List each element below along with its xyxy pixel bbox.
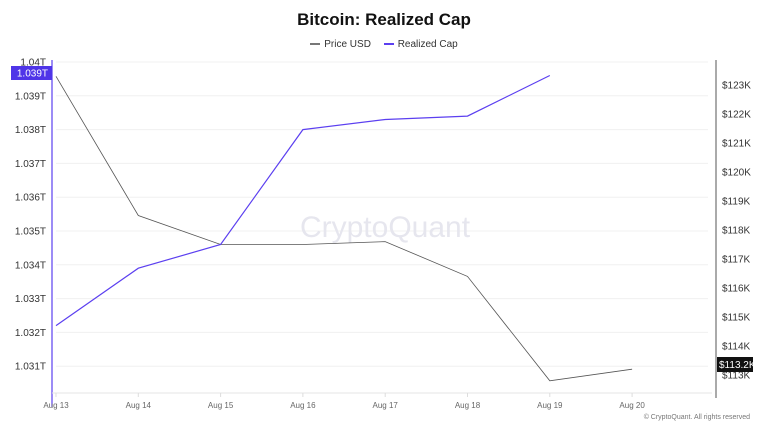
legend-item-realized-cap[interactable]: Realized Cap — [383, 38, 458, 50]
left-axis-tick: 1.034T — [15, 260, 46, 271]
right-value-badge-text: $113.2K — [719, 360, 756, 371]
right-axis-tick: $120K — [722, 168, 751, 179]
chart-title: Bitcoin: Realized Cap — [297, 10, 471, 29]
x-axis-tick: Aug 18 — [455, 401, 481, 410]
legend-label-price: Price USD — [324, 38, 371, 50]
right-axis-tick: $116K — [722, 284, 751, 295]
x-axis-tick: Aug 14 — [126, 401, 152, 410]
right-y-axis: $123K $122K $121K $120K $119K $118K $117K $116K… — [715, 60, 751, 398]
x-axis-tick: Aug 20 — [619, 401, 645, 410]
right-axis-tick: $119K — [722, 197, 751, 208]
right-axis-tick: $123K — [722, 81, 751, 92]
grid-lines — [56, 61, 708, 367]
x-axis-tick: Aug 16 — [290, 401, 316, 410]
left-value-badge — [11, 66, 52, 80]
x-axis-tick: Aug 17 — [373, 401, 399, 410]
left-axis-tick: 1.032T — [15, 328, 46, 339]
axis-badges: 1.039T $113.2K — [11, 66, 756, 372]
copyright-footer: © CryptoQuant. All rights reserved — [643, 414, 750, 421]
left-axis-tick: 1.035T — [15, 227, 46, 238]
left-y-axis: 1.04T1.039T1.038T1.037T1.036T1.035T1.034… — [15, 58, 53, 407]
left-axis-tick: 1.031T — [15, 362, 46, 373]
left-axis-tick: 1.04T — [20, 58, 46, 69]
realized-cap-line[interactable] — [55, 74, 551, 327]
left-axis-tick: 1.038T — [15, 125, 46, 136]
x-axis-tick: Aug 13 — [43, 401, 69, 410]
legend-swatch-price — [310, 43, 321, 45]
legend-item-price[interactable]: Price USD — [310, 39, 371, 50]
x-axis: Aug 13 Aug 14 Aug 15 Aug 16 Aug 17 Aug 18 Aug … — [43, 392, 712, 410]
right-axis-tick: $113K — [722, 371, 751, 382]
legend-label-realized-cap: Realized Cap — [397, 38, 458, 50]
left-axis-tick: 1.039T — [15, 91, 46, 102]
left-axis-tick: 1.037T — [15, 159, 46, 170]
right-axis-tick: $114K — [722, 342, 751, 353]
price-usd-line[interactable] — [55, 76, 633, 382]
x-axis-tick: Aug 19 — [537, 401, 563, 410]
left-axis-tick: 1.036T — [15, 193, 46, 204]
left-value-badge-text: 1.039T — [17, 69, 48, 80]
legend-swatch-realized-cap — [383, 43, 394, 45]
right-axis-tick: $122K — [722, 110, 751, 121]
right-axis-tick: $117K — [722, 255, 751, 266]
chart-legend: Price USD Realized Cap — [0, 37, 768, 50]
left-axis-tick: 1.033T — [15, 294, 46, 305]
right-axis-tick: $121K — [722, 139, 751, 150]
right-axis-tick: $118K — [722, 226, 751, 237]
right-value-badge — [717, 357, 753, 372]
x-axis-tick: Aug 15 — [208, 401, 234, 410]
right-axis-tick: $115K — [722, 313, 751, 324]
watermark: CryptoQuant — [300, 211, 471, 244]
